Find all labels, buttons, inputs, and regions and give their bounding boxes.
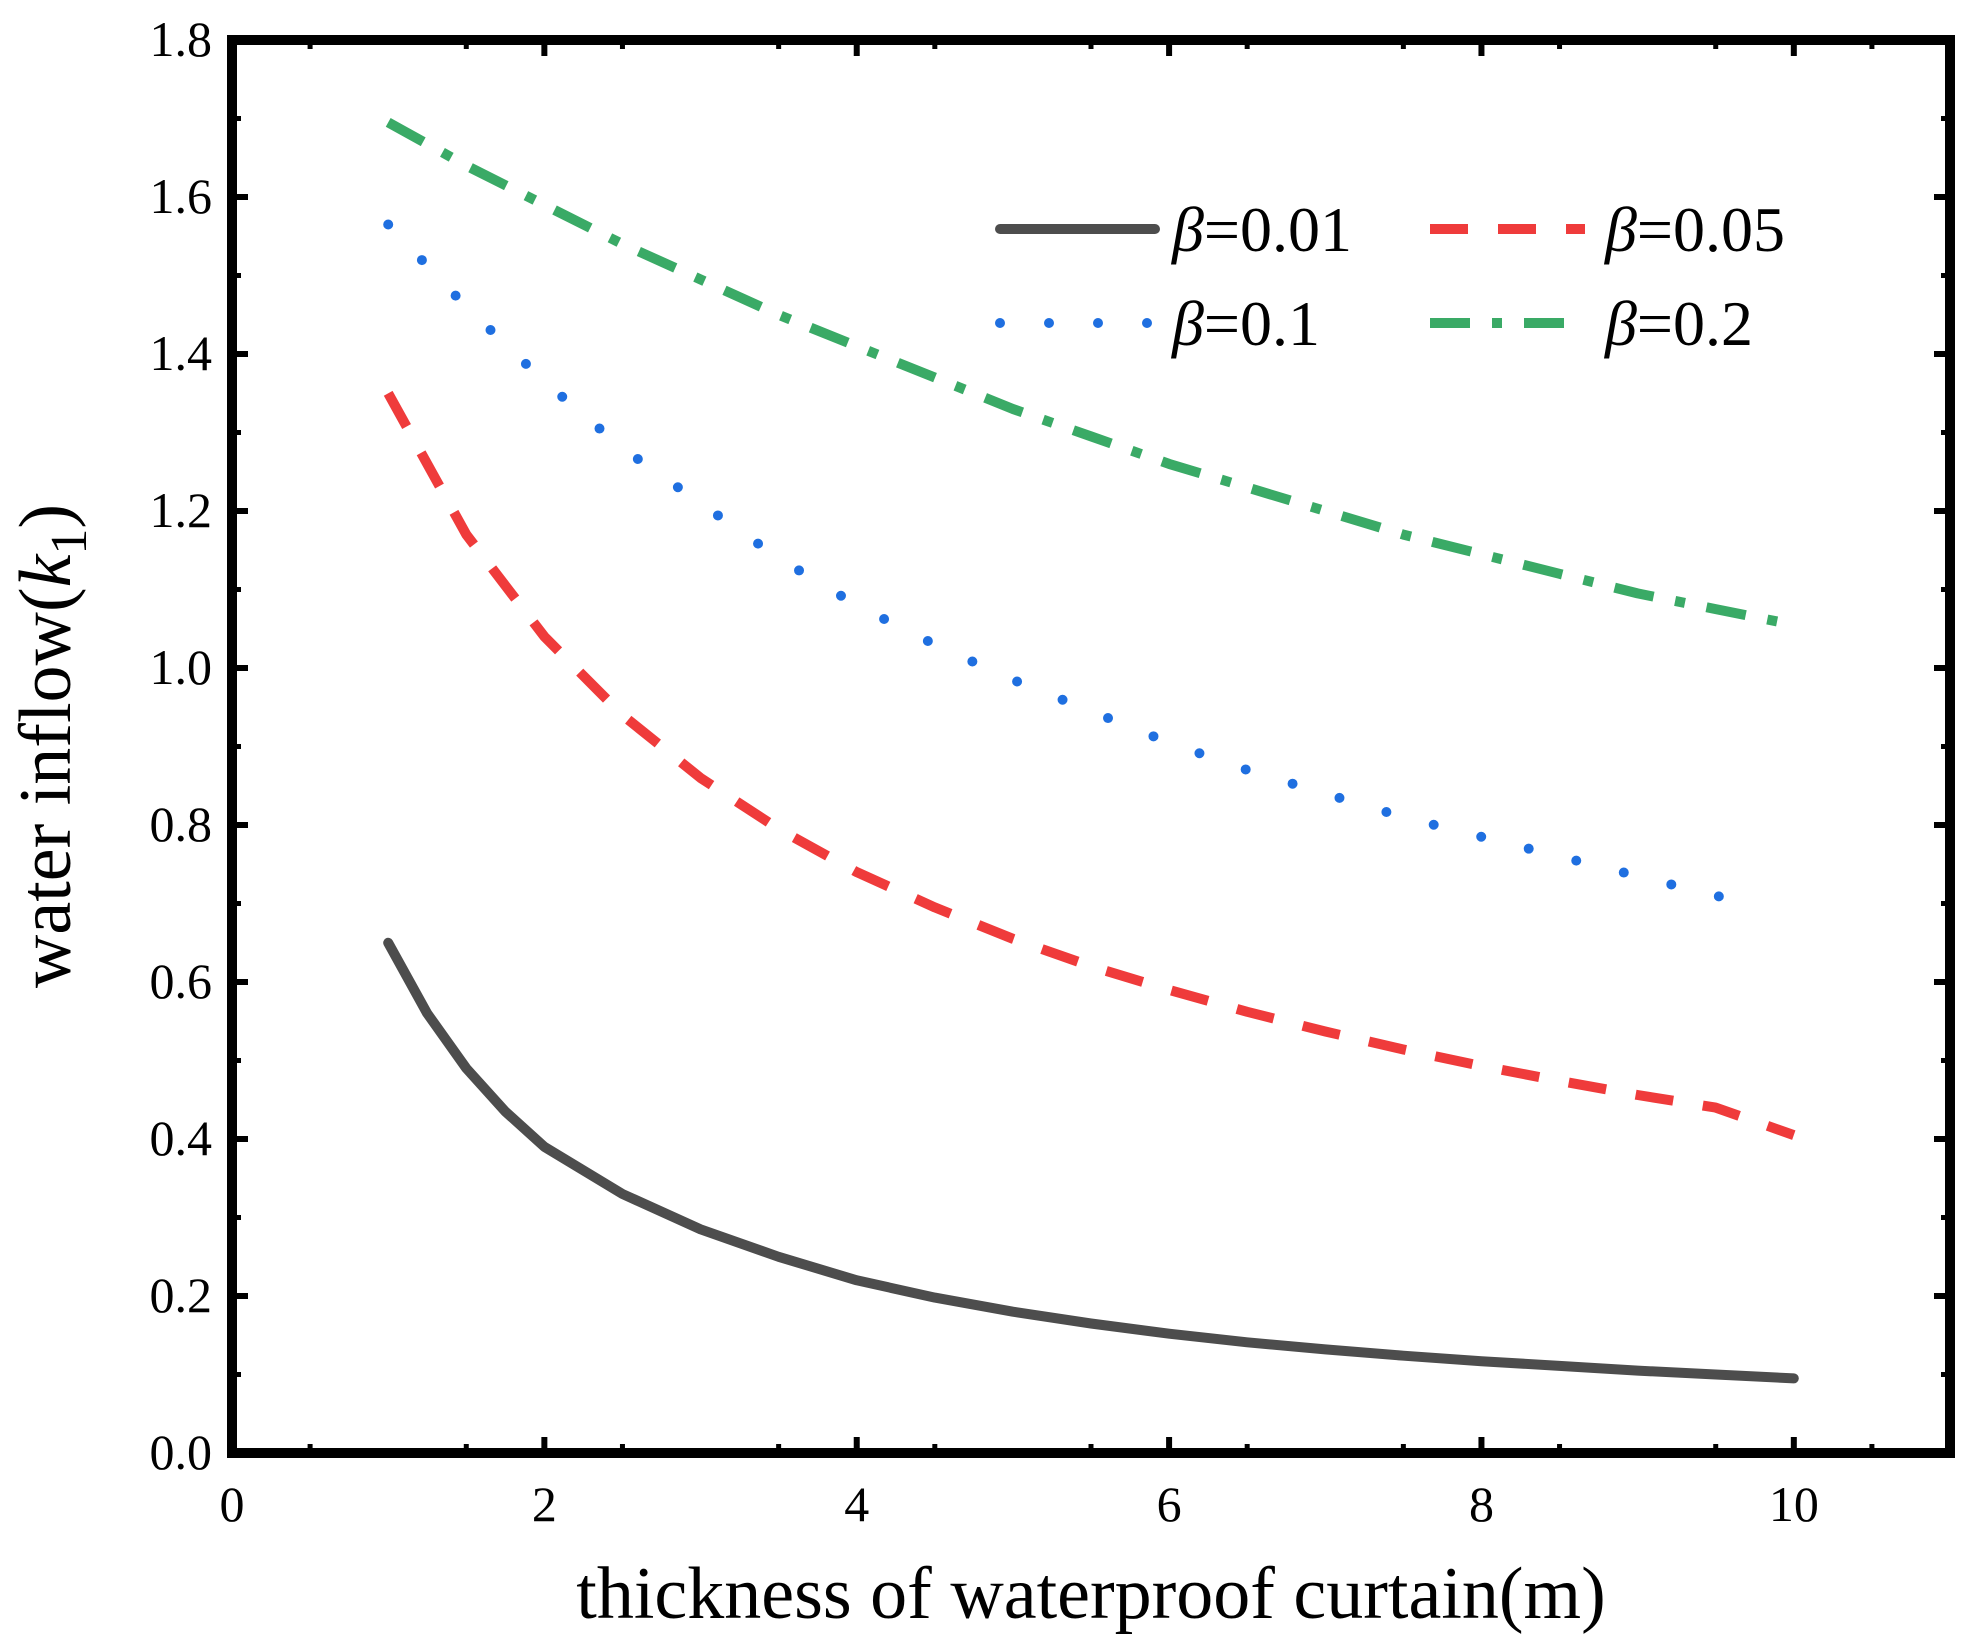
legend-label-beta-0-2: β=0.2 — [1603, 288, 1753, 359]
legend-symbol: β — [1170, 288, 1204, 359]
y-axis-title-subscript: 1 — [41, 529, 98, 555]
x-tick-label: 6 — [1157, 1476, 1182, 1532]
x-tick-label: 4 — [844, 1476, 869, 1532]
x-axis-title: thickness of waterproof curtain(m) — [576, 1553, 1605, 1635]
legend-symbol: β — [1603, 288, 1637, 359]
y-tick-label: 0.8 — [150, 796, 213, 852]
y-tick-label: 0.6 — [150, 953, 213, 1009]
legend: β=0.01 β=0.05 β=0.1 β=0.2 — [995, 194, 1785, 359]
legend-label-beta-0-1: β=0.1 — [1170, 288, 1320, 359]
legend-label-beta-0-01: β=0.01 — [1170, 194, 1352, 265]
y-tick-label: 1.6 — [150, 168, 213, 224]
legend-value: =0.1 — [1204, 288, 1320, 359]
y-tick-label: 1.0 — [150, 639, 213, 695]
plot-frame — [227, 35, 1955, 1458]
legend-value: =0.2 — [1637, 288, 1753, 359]
y-tick-label: 0.4 — [150, 1110, 213, 1166]
legend-value: =0.01 — [1204, 194, 1352, 265]
y-tick-label: 0.0 — [150, 1424, 213, 1480]
series-line-3 — [385, 118, 1795, 630]
series-line-0 — [383, 937, 1799, 1384]
x-tick-label: 2 — [532, 1476, 557, 1532]
series-layer — [383, 118, 1799, 1384]
x-tick-label: 8 — [1469, 1476, 1494, 1532]
y-axis-title-close: ) — [5, 504, 87, 529]
y-tick-label: 0.2 — [150, 1267, 213, 1323]
legend-symbol: β — [1603, 194, 1637, 265]
y-tick-label: 1.2 — [150, 482, 213, 538]
y-axis-title-variable: k — [5, 553, 87, 587]
series-line-1 — [383, 390, 1796, 1140]
legend-value: =0.05 — [1637, 194, 1785, 265]
y-tick-label: 1.4 — [150, 325, 213, 381]
y-axis-title-main: water inflow( — [5, 587, 87, 988]
y-tick-label: 1.8 — [150, 11, 213, 67]
y-axis-title: water inflow(k1) — [5, 504, 98, 988]
legend-symbol: β — [1170, 194, 1204, 265]
legend-label-beta-0-05: β=0.05 — [1603, 194, 1785, 265]
x-tick-label: 10 — [1769, 1476, 1819, 1532]
x-tick-label: 0 — [220, 1476, 245, 1532]
